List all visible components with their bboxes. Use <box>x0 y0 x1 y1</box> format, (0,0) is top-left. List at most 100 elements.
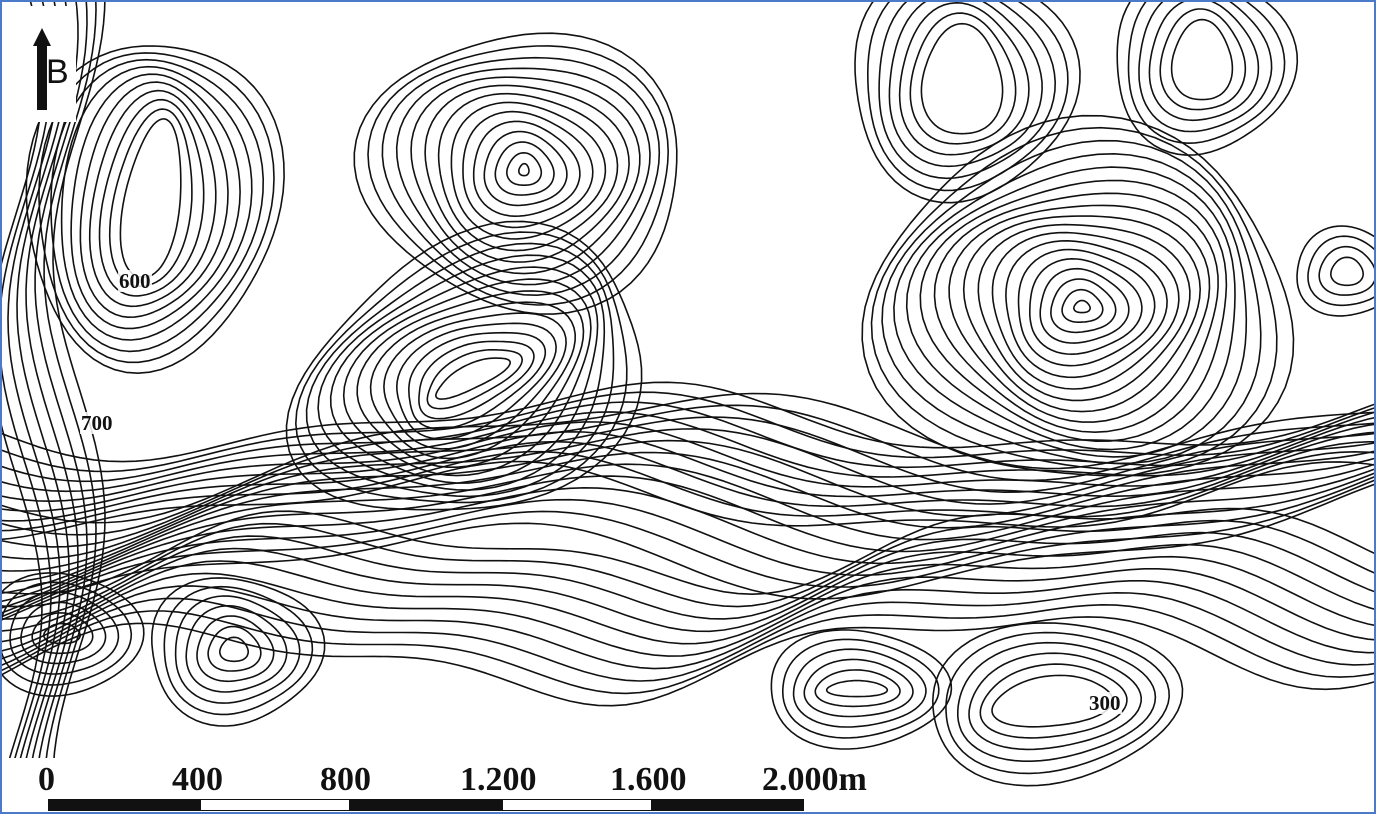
contour-line <box>814 669 901 708</box>
contour-line <box>518 162 530 177</box>
elevation-label-300: 300 <box>1088 691 1122 715</box>
contour-line <box>43 622 81 645</box>
contour-line <box>395 67 651 286</box>
contour-line <box>196 615 275 683</box>
contour-line <box>426 349 523 410</box>
contour-line <box>2 468 1374 603</box>
contour-line <box>367 45 669 306</box>
contour-line <box>1073 299 1091 314</box>
contour-line <box>353 32 678 315</box>
contour-line <box>792 648 927 728</box>
scale-tick-1200: 1.200 <box>460 761 537 798</box>
contour-line <box>878 2 1056 180</box>
contour-line <box>881 139 1262 465</box>
contour-line <box>991 674 1114 728</box>
contour-line <box>408 331 547 430</box>
contour-line <box>933 192 1219 433</box>
contour-line <box>381 56 661 296</box>
contour-line <box>2 519 1374 608</box>
contour-line <box>2 2 52 812</box>
contour-line <box>2 483 1374 621</box>
contour-line <box>79 81 229 318</box>
contour-line <box>462 110 594 229</box>
contour-line <box>329 266 599 484</box>
contour-line <box>174 595 301 704</box>
contour-line <box>219 636 249 663</box>
contour-line <box>909 12 1017 145</box>
contour-line <box>1116 2 1299 156</box>
contour-line <box>2 421 1374 502</box>
contour-line <box>932 622 1184 787</box>
contour-line <box>163 585 314 716</box>
contour-line <box>60 65 253 341</box>
contour-line <box>888 2 1043 168</box>
contour-line <box>383 312 567 450</box>
north-arrow-icon <box>33 28 51 110</box>
elevation-label-700: 700 <box>80 411 114 435</box>
contour-line <box>285 220 643 511</box>
contour-line <box>782 638 940 739</box>
scale-segment <box>200 799 350 811</box>
contour-line <box>920 22 1004 135</box>
contour-line <box>437 92 619 252</box>
contour-line <box>356 290 585 468</box>
contour-line <box>977 223 1191 402</box>
contour-line <box>1005 240 1168 379</box>
contour-line <box>207 625 262 672</box>
contour-line <box>2 592 1374 682</box>
scale-segment <box>652 799 804 811</box>
contour-line <box>948 204 1211 423</box>
contour-line <box>16 2 70 812</box>
contour-line <box>410 76 641 275</box>
contour-line <box>1296 225 1374 317</box>
contour-line <box>825 679 889 698</box>
north-arrow-label: B <box>46 53 69 91</box>
scale-tick-800: 800 <box>320 761 371 798</box>
contour-line <box>2 411 1374 493</box>
contour-line <box>108 108 193 287</box>
contour-line <box>2 604 1374 695</box>
contour-line <box>185 605 288 693</box>
contour-line <box>1318 245 1374 296</box>
contour-line <box>1050 278 1117 334</box>
contour-line <box>861 114 1295 477</box>
contour-line <box>450 101 607 240</box>
scale-segment <box>350 799 502 811</box>
contour-line <box>98 98 205 297</box>
contour-line <box>1307 235 1374 307</box>
contour-line <box>2 440 1374 522</box>
contour-line <box>305 242 615 498</box>
contour-line <box>52 2 106 812</box>
contour-line <box>317 254 606 491</box>
contour-line <box>957 641 1157 762</box>
contour-line <box>2 580 1374 670</box>
scale-segment <box>502 799 652 811</box>
contour-line <box>2 507 1374 595</box>
contour-line <box>1061 288 1104 323</box>
contour-line <box>472 120 581 217</box>
contour-line <box>1017 248 1156 367</box>
contour-line <box>770 629 953 750</box>
contour-line <box>2 572 145 697</box>
contour-line <box>342 278 592 477</box>
elevation-label-600: 600 <box>118 269 152 293</box>
contour-line <box>418 340 535 420</box>
contour-line <box>295 231 628 504</box>
contour-line <box>34 2 88 812</box>
contour-line <box>2 401 1374 483</box>
contour-line <box>2 568 1374 657</box>
contour-line <box>898 2 1030 156</box>
contour-line <box>2 543 1374 633</box>
contour-line <box>2 381 1374 463</box>
contour-line <box>151 577 326 727</box>
contour-line <box>945 631 1170 775</box>
north-arrow: B <box>6 6 76 122</box>
contour-line <box>396 322 557 440</box>
contour-line <box>70 73 241 330</box>
contour-line <box>803 658 914 718</box>
contour-line <box>979 663 1128 739</box>
contour-line <box>1138 2 1273 133</box>
contour-line <box>20 601 107 665</box>
contour-line <box>25 45 285 374</box>
